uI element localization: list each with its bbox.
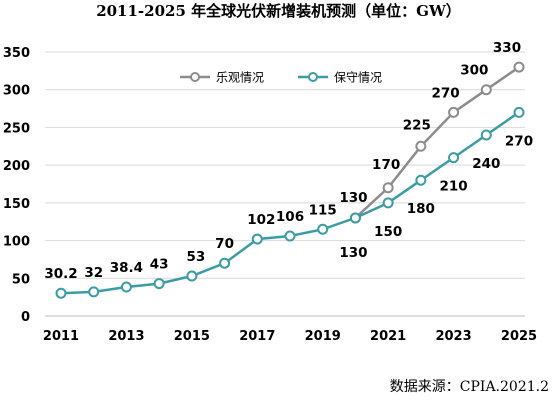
data-point (448, 106, 460, 118)
data-label: 106 (276, 209, 304, 225)
data-label: 270 (505, 133, 533, 149)
data-point (88, 286, 100, 298)
legend-swatch-marker (190, 72, 200, 82)
gridlines (45, 51, 525, 317)
legend-swatch-marker (308, 72, 318, 82)
data-label: 210 (439, 179, 467, 195)
data-point (513, 106, 525, 118)
data-point (480, 84, 492, 96)
data-label: 330 (493, 40, 521, 56)
x-tick-label: 2015 (174, 329, 210, 344)
y-tick-label: 250 (3, 121, 30, 136)
data-point (317, 223, 329, 235)
data-label: 70 (215, 236, 234, 252)
series-lines (55, 61, 525, 299)
data-point (153, 278, 165, 290)
data-point (448, 152, 460, 164)
data-label: 43 (150, 257, 169, 273)
x-tick-label: 2017 (239, 329, 275, 344)
annotation-label: 130 (339, 190, 367, 206)
x-tick-label: 2025 (501, 329, 537, 344)
data-point (480, 129, 492, 141)
data-point (415, 140, 427, 152)
y-tick-label: 0 (21, 310, 30, 325)
chart-source: 数据来源：CPIA.2021.2 (389, 379, 549, 395)
data-label: 270 (431, 85, 459, 101)
data-point (219, 257, 231, 269)
data-label: 170 (372, 157, 400, 173)
data-label: 102 (247, 212, 275, 228)
data-label: 115 (309, 202, 337, 218)
legend-label: 乐观情况 (216, 71, 264, 85)
data-label: 180 (407, 201, 435, 217)
x-tick-label: 2021 (370, 329, 406, 344)
data-point (186, 270, 198, 282)
data-label: 150 (374, 224, 402, 240)
y-tick-label: 300 (3, 84, 30, 99)
chart-title: 2011-2025 年全球光伏新增装机预测（单位：GW） (96, 2, 461, 20)
y-tick-label: 50 (12, 272, 30, 287)
legend: 乐观情况 保守情况 (180, 71, 382, 85)
data-point (251, 233, 263, 245)
data-point (349, 212, 361, 224)
y-tick-label: 100 (3, 235, 30, 250)
data-label: 38.4 (110, 260, 143, 276)
data-point (120, 281, 132, 293)
x-tick-label: 2011 (43, 329, 79, 344)
data-point (284, 230, 296, 242)
x-tick-label: 2023 (435, 329, 471, 344)
series-line (354, 66, 520, 219)
data-point (382, 182, 394, 194)
y-tick-label: 150 (3, 197, 30, 212)
data-label: 30.2 (44, 266, 77, 282)
data-point (415, 174, 427, 186)
x-tick-label: 2019 (305, 329, 341, 344)
x-tick-label: 2013 (108, 329, 144, 344)
y-tick-label: 350 (3, 46, 30, 61)
data-label: 300 (460, 63, 488, 79)
data-label: 53 (186, 249, 205, 265)
data-label: 240 (472, 156, 500, 172)
data-label: 32 (84, 265, 103, 281)
y-tick-label: 200 (3, 159, 30, 174)
legend-label: 保守情况 (334, 71, 382, 85)
data-point (382, 197, 394, 209)
data-point (513, 61, 525, 73)
axis-ticks: 0 50 100 150 200 250 300 350 2011 2013 2015 2017 201… (3, 46, 537, 344)
data-label: 225 (403, 117, 431, 133)
data-label: 130 (339, 245, 367, 261)
data-point (55, 287, 67, 299)
